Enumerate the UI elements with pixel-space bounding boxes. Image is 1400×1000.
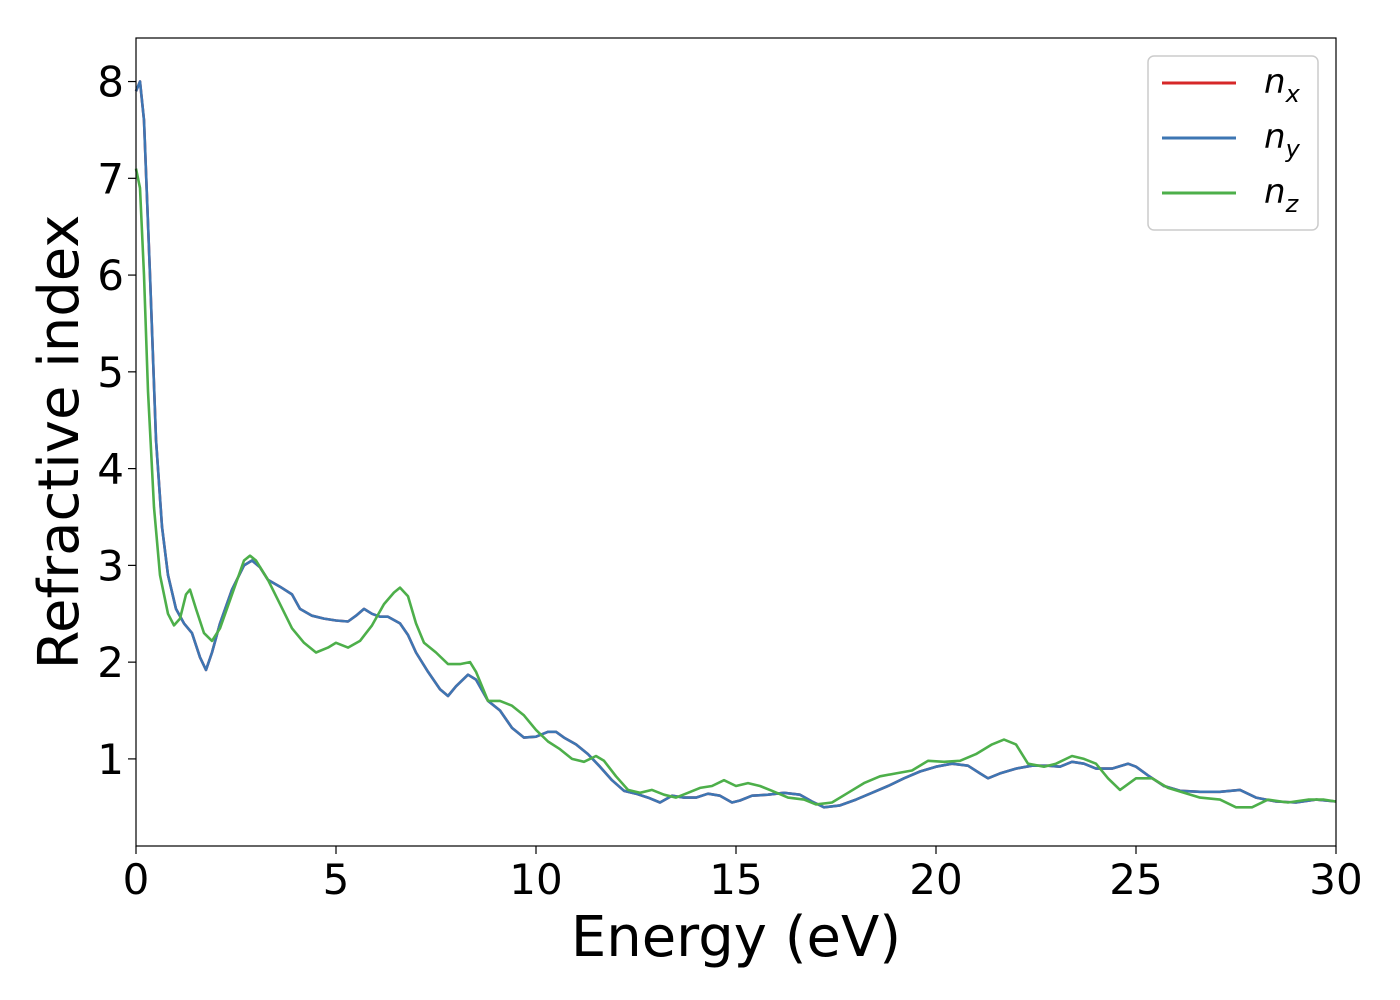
y-tick-label: 6 (97, 251, 124, 300)
x-tick-label: 5 (323, 855, 350, 904)
y-tick-label: 2 (97, 638, 124, 687)
legend-label-nx: nx (1264, 62, 1301, 108)
legend-box (1147, 55, 1319, 231)
x-tick-label: 20 (909, 855, 962, 904)
y-tick-label: 1 (97, 735, 124, 784)
y-axis-title: Refractive index (27, 215, 92, 670)
x-tick-label: 0 (123, 855, 150, 904)
y-tick-label: 5 (97, 348, 124, 397)
y-tick-label: 4 (97, 445, 124, 494)
x-tick-label: 25 (1109, 855, 1162, 904)
y-tick-label: 3 (97, 541, 124, 590)
legend-label-nz: nz (1264, 172, 1300, 218)
x-tick-label: 15 (709, 855, 762, 904)
x-axis-title: Energy (eV) (571, 905, 901, 970)
x-tick-label: 10 (509, 855, 562, 904)
series-lines (134, 80, 1337, 809)
plot-background (136, 38, 1336, 846)
legend: nx ny nz (1147, 55, 1319, 231)
x-axis-ticks: 0 5 10 15 20 25 30 (123, 846, 1363, 904)
x-tick-label: 30 (1309, 855, 1362, 904)
series-line-nz (134, 168, 1337, 809)
y-tick-label: 7 (97, 154, 124, 203)
y-tick-label: 8 (97, 58, 124, 107)
legend-label-ny: ny (1264, 117, 1301, 163)
y-axis-ticks: 1 2 3 4 5 6 7 8 (97, 58, 136, 784)
